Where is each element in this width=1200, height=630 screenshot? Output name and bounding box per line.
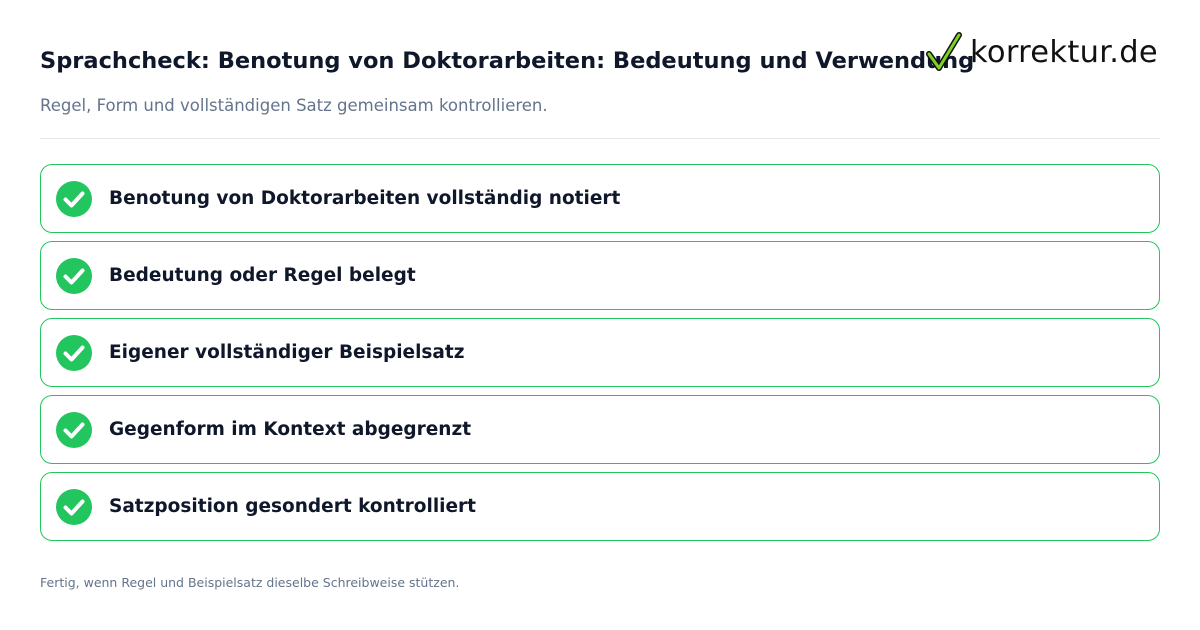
checklist-item: Bedeutung oder Regel belegt xyxy=(40,241,1160,310)
checklist-item-label: Eigener vollständiger Beispielsatz xyxy=(109,342,465,363)
checklist-item: Benotung von Doktorarbeiten vollständig … xyxy=(40,164,1160,233)
checklist-item: Gegenform im Kontext abgegrenzt xyxy=(40,395,1160,464)
checklist-item: Eigener vollständiger Beispielsatz xyxy=(40,318,1160,387)
check-circle-icon xyxy=(56,257,92,294)
checklist-item-label: Benotung von Doktorarbeiten vollständig … xyxy=(109,188,621,209)
page-subtitle: Regel, Form und vollständigen Satz gemei… xyxy=(40,96,548,115)
header-divider xyxy=(40,138,1160,139)
checklist-item: Satzposition gesondert kontrolliert xyxy=(40,472,1160,541)
checklist-item-label: Satzposition gesondert kontrolliert xyxy=(109,496,477,517)
checkmark-icon xyxy=(926,32,962,71)
checklist-item-label: Bedeutung oder Regel belegt xyxy=(109,265,416,286)
checklist-item-label: Gegenform im Kontext abgegrenzt xyxy=(109,419,472,440)
footer-note: Fertig, wenn Regel und Beispielsatz dies… xyxy=(40,575,460,590)
check-circle-icon xyxy=(56,488,92,525)
checklist: Benotung von Doktorarbeiten vollständig … xyxy=(40,164,1160,549)
brand-logo[interactable]: korrektur.de xyxy=(926,28,1158,76)
check-circle-icon xyxy=(56,180,92,217)
check-circle-icon xyxy=(56,411,92,448)
check-circle-icon xyxy=(56,334,92,371)
logo-text: korrektur.de xyxy=(970,34,1158,70)
page-title: Sprachcheck: Benotung von Doktorarbeiten… xyxy=(40,48,975,74)
